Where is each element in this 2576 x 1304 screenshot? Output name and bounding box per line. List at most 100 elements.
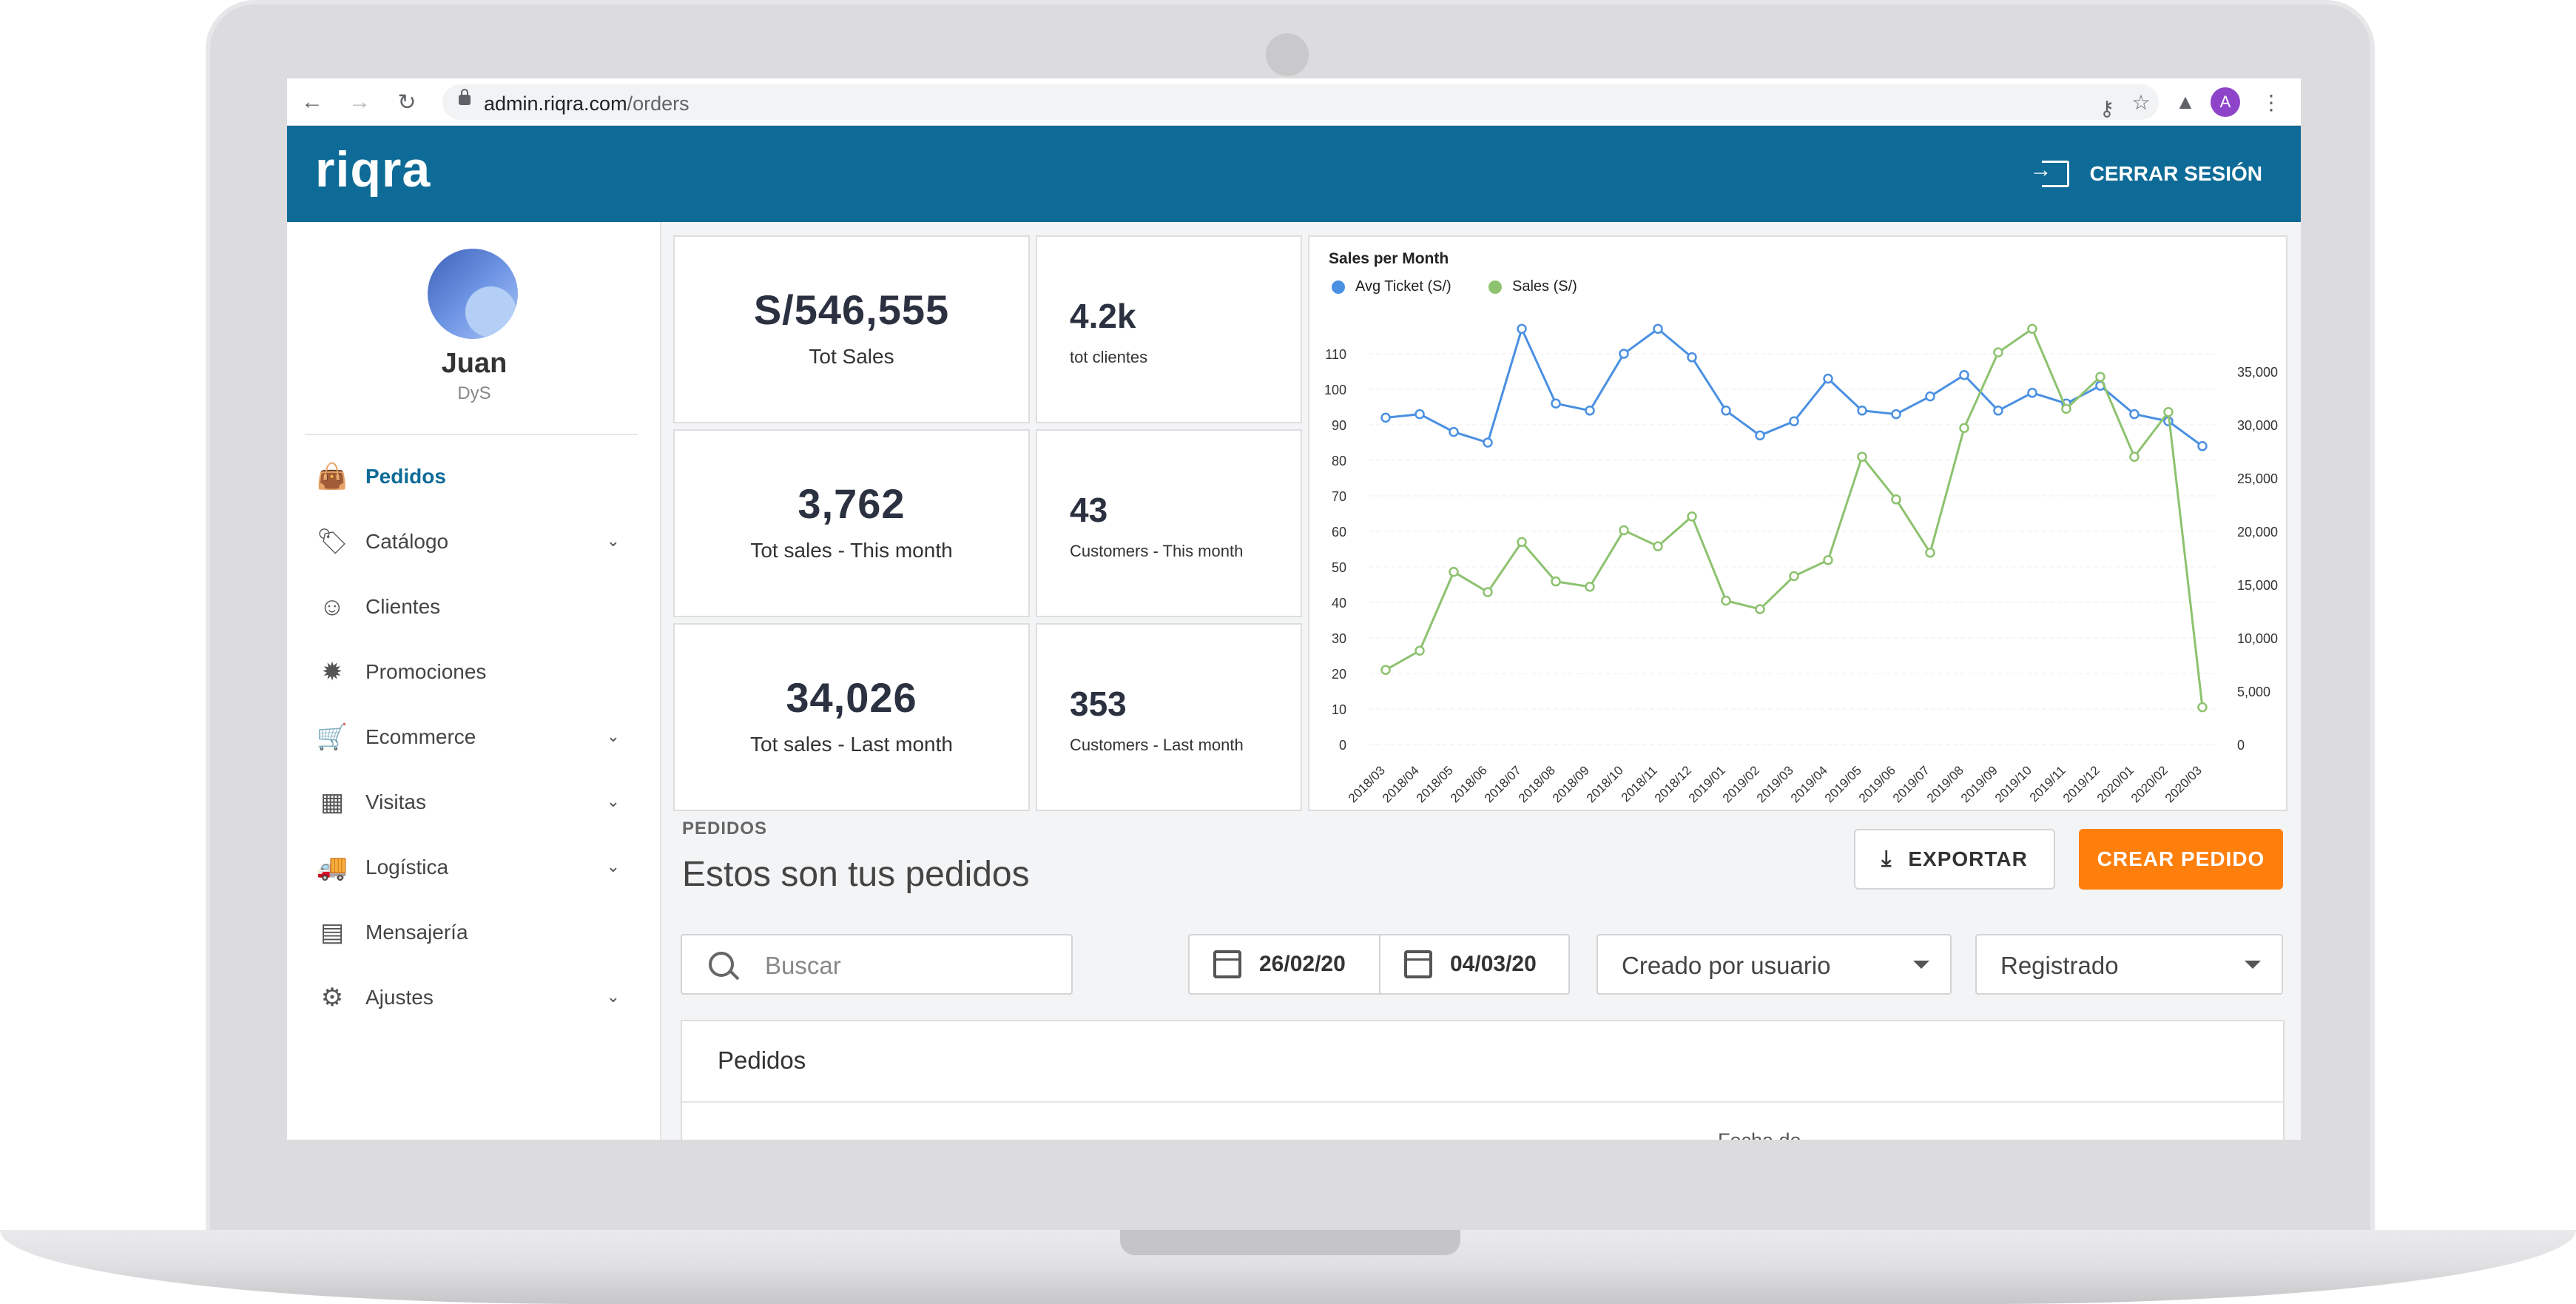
select-value: Registrado: [2000, 952, 2119, 979]
chevron-down-icon[interactable]: ⌄: [606, 792, 620, 810]
sidebar-item-clientes[interactable]: ☺ Clientes: [317, 585, 642, 629]
forward-icon[interactable]: →: [348, 90, 371, 114]
column-header-date[interactable]: Fecha de: [1718, 1129, 1801, 1140]
data-point: [1959, 370, 1969, 380]
sidebar-item-label: Visitas: [365, 790, 426, 813]
legend-item-avg-ticket[interactable]: Avg Ticket (S/): [1332, 278, 1451, 295]
chart-title: Sales per Month: [1329, 250, 1449, 267]
stat-card-sales-last-month: 34,026 Tot sales - Last month: [673, 623, 1030, 811]
data-point: [1857, 451, 1867, 462]
y-left-tick-label: 80: [1332, 454, 1346, 468]
status-select[interactable]: Registrado: [1975, 934, 2283, 995]
logo[interactable]: riqra: [315, 141, 431, 198]
data-point: [1857, 406, 1867, 416]
y-right-tick-label: 5,000: [2237, 685, 2270, 699]
sidebar-item-mensajeria[interactable]: ▤ Mensajería: [317, 910, 642, 955]
legend-dot: [1488, 280, 1502, 294]
data-point: [2197, 702, 2208, 713]
data-point: [2197, 441, 2208, 451]
y-right-tick-label: 20,000: [2237, 525, 2278, 540]
sidebar-item-visitas[interactable]: ▦ Visitas ⌄: [317, 780, 642, 824]
sales-chart-card: Sales per Month Avg Ticket (S/) Sales (S…: [1308, 235, 2287, 811]
drive-icon[interactable]: ▲: [2175, 90, 2196, 113]
data-point: [1755, 604, 1765, 614]
date-to-picker[interactable]: 04/03/20: [1379, 934, 1570, 995]
sidebar-item-label: Catálogo: [365, 530, 449, 553]
data-point: [1653, 323, 1663, 335]
data-point: [1721, 595, 1731, 606]
data-point: [1517, 323, 1527, 335]
data-point: [2061, 403, 2071, 414]
data-point: [1721, 406, 1731, 416]
data-point: [2129, 451, 2140, 462]
sidebar-item-ecommerce[interactable]: 🛒 Ecommerce ⌄: [317, 715, 642, 759]
data-point: [1585, 406, 1595, 416]
download-icon: ⤓: [1881, 847, 1892, 871]
legend-dot: [1332, 280, 1345, 294]
chevron-down-icon[interactable]: ⌄: [606, 987, 620, 1006]
date-from-picker[interactable]: 26/02/20: [1188, 934, 1380, 995]
export-button[interactable]: ⤓ EXPORTAR: [1854, 829, 2055, 890]
x-tick-label: 2019/02: [1720, 763, 1762, 805]
badge-alert-icon: ✹: [321, 658, 343, 686]
sidebar-item-ajustes[interactable]: ⚙ Ajustes ⌄: [317, 975, 642, 1020]
stat-card-tot-clientes: 4.2k tot clientes: [1036, 235, 1302, 423]
section-label: PEDIDOS: [682, 819, 768, 838]
series-line: [1385, 327, 2204, 708]
laptop-camera: [1266, 33, 1309, 76]
sidebar-item-promociones[interactable]: ✹ Promociones: [317, 650, 642, 694]
y-left-tick-label: 30: [1332, 631, 1346, 646]
user-avatar[interactable]: [428, 249, 518, 339]
more-vert-icon[interactable]: ⋮: [2261, 90, 2282, 114]
search-input[interactable]: [763, 947, 1062, 984]
key-icon[interactable]: ⚷: [2099, 96, 2115, 120]
sidebar-item-label: Ajustes: [365, 986, 434, 1009]
sidebar-item-catalogo[interactable]: 🏷 Catálogo ⌄: [316, 520, 642, 564]
x-tick-label: 2019/09: [1958, 763, 2000, 805]
y-left-tick-label: 70: [1332, 489, 1346, 504]
data-point: [2027, 323, 2037, 335]
orders-panel: Pedidos Fecha de: [681, 1020, 2285, 1140]
reload-icon[interactable]: ↻: [397, 90, 417, 115]
data-point: [1891, 494, 1901, 505]
chevron-down-icon[interactable]: ⌄: [606, 531, 620, 550]
sidebar: Juan DyS 👜 Pedidos 🏷 Catálogo ⌄ ☺ Client…: [287, 222, 661, 1140]
date-to-value: 04/03/20: [1450, 952, 1537, 976]
data-point: [1551, 398, 1561, 409]
sidebar-item-pedidos[interactable]: 👜 Pedidos: [317, 454, 642, 499]
legend-item-sales[interactable]: Sales (S/): [1488, 278, 1577, 295]
data-point: [1789, 416, 1799, 426]
sidebar-item-logistica[interactable]: 🚚 Logística ⌄: [317, 845, 642, 890]
y-left-tick-label: 50: [1332, 560, 1346, 575]
y-left-tick-label: 100: [1324, 383, 1346, 397]
x-tick-label: 2019/04: [1788, 763, 1830, 805]
back-icon[interactable]: ←: [301, 90, 323, 114]
logout-label: CERRAR SESIÓN: [2089, 162, 2262, 185]
data-point: [2163, 406, 2174, 417]
stat-label: Tot sales - Last month: [750, 733, 953, 756]
y-right-tick-label: 25,000: [2237, 471, 2278, 486]
x-tick-label: 2019/06: [1856, 763, 1898, 805]
logout-button[interactable]: CERRAR SESIÓN: [2030, 157, 2262, 191]
x-tick-label: 2019/11: [2027, 763, 2068, 804]
search-field[interactable]: [681, 934, 1073, 995]
address-bar[interactable]: admin.riqra.com/orders ⚷ ☆: [442, 84, 2159, 120]
chevron-down-icon[interactable]: ⌄: [606, 857, 620, 876]
x-tick-label: 2019/07: [1890, 763, 1932, 805]
sidebar-item-label: Mensajería: [365, 921, 468, 944]
sidebar-item-label: Ecommerce: [365, 725, 476, 748]
data-point: [1653, 541, 1663, 551]
data-point: [1551, 576, 1561, 587]
bookmark-star-icon[interactable]: ☆: [2131, 90, 2151, 114]
chevron-down-icon[interactable]: ⌄: [606, 727, 620, 745]
tag-icon: 🏷: [316, 528, 348, 556]
sales-chart: 0 10 20 30 40 50 60 70 80 90 100 110 0 5,000 10,000 15,…: [1324, 323, 2278, 805]
created-by-user-select[interactable]: Creado por usuario: [1596, 934, 1952, 995]
data-point: [1585, 582, 1595, 592]
caret-down-icon: [1913, 961, 1929, 969]
profile-avatar[interactable]: A: [2211, 87, 2240, 117]
create-order-button[interactable]: CREAR PEDIDO: [2079, 829, 2283, 890]
search-icon: [709, 952, 734, 977]
x-tick-label: 2020/03: [2162, 763, 2205, 805]
calendar-icon: [1213, 950, 1241, 978]
